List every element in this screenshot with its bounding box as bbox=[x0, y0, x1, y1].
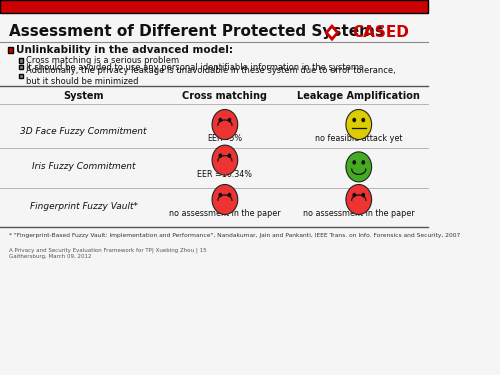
Polygon shape bbox=[324, 24, 340, 41]
Ellipse shape bbox=[212, 110, 238, 140]
Ellipse shape bbox=[362, 193, 365, 197]
Ellipse shape bbox=[352, 193, 356, 197]
Text: Leakage Amplification: Leakage Amplification bbox=[298, 92, 420, 101]
Ellipse shape bbox=[362, 118, 365, 122]
Text: Additionally, the privacy leakage is unavoidable in these system due to error to: Additionally, the privacy leakage is una… bbox=[26, 66, 396, 86]
Ellipse shape bbox=[212, 145, 238, 175]
Text: Cross matching: Cross matching bbox=[182, 92, 268, 101]
Text: Fingerprint Fuzzy Vault*: Fingerprint Fuzzy Vault* bbox=[30, 202, 138, 211]
Text: no assessment in the paper: no assessment in the paper bbox=[303, 209, 414, 218]
Ellipse shape bbox=[228, 193, 232, 197]
FancyBboxPatch shape bbox=[19, 74, 22, 78]
Text: 3D Face Fuzzy Commitment: 3D Face Fuzzy Commitment bbox=[20, 127, 147, 136]
Text: EER =16.34%: EER =16.34% bbox=[198, 170, 252, 179]
FancyBboxPatch shape bbox=[0, 0, 428, 13]
Text: It should be avoided to use any personal identifiable information in the systems: It should be avoided to use any personal… bbox=[26, 63, 363, 72]
Text: Iris Fuzzy Commitment: Iris Fuzzy Commitment bbox=[32, 162, 136, 171]
Text: no assessment in the paper: no assessment in the paper bbox=[169, 209, 280, 218]
FancyBboxPatch shape bbox=[8, 46, 14, 53]
Ellipse shape bbox=[218, 153, 222, 158]
Ellipse shape bbox=[352, 118, 356, 122]
FancyBboxPatch shape bbox=[19, 65, 22, 69]
Text: no feasible attack yet: no feasible attack yet bbox=[315, 134, 402, 143]
FancyBboxPatch shape bbox=[19, 58, 22, 63]
Text: System: System bbox=[64, 92, 104, 101]
Text: Unlinkability in the advanced model:: Unlinkability in the advanced model: bbox=[16, 45, 234, 55]
Text: Cross matching is a serious problem: Cross matching is a serious problem bbox=[26, 56, 179, 65]
Ellipse shape bbox=[212, 184, 238, 214]
Text: A Privacy and Security Evaluation Framework for TP| Xuebing Zhou | 15
Gaithersbu: A Privacy and Security Evaluation Framew… bbox=[8, 248, 206, 259]
Text: CASED: CASED bbox=[352, 25, 409, 40]
Ellipse shape bbox=[218, 118, 222, 122]
Ellipse shape bbox=[228, 118, 232, 122]
Ellipse shape bbox=[346, 184, 372, 214]
Ellipse shape bbox=[218, 193, 222, 197]
Text: * "Fingerprint-Based Fuzzy Vault: Implementation and Performance", Nandakumar, J: * "Fingerprint-Based Fuzzy Vault: Implem… bbox=[8, 232, 460, 237]
Ellipse shape bbox=[352, 160, 356, 165]
Polygon shape bbox=[328, 28, 336, 37]
Ellipse shape bbox=[346, 152, 372, 182]
Ellipse shape bbox=[346, 110, 372, 140]
Text: EER=5%: EER=5% bbox=[208, 134, 242, 143]
Text: Assessment of Different Protected Systems: Assessment of Different Protected System… bbox=[8, 24, 384, 39]
Ellipse shape bbox=[228, 153, 232, 158]
Ellipse shape bbox=[362, 160, 365, 165]
